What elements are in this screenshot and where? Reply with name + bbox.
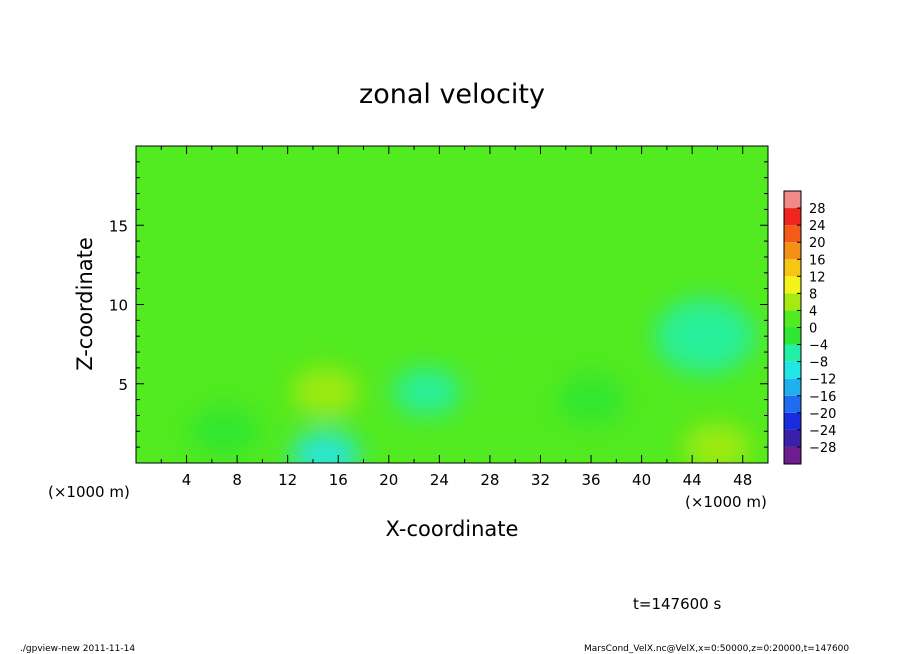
source-label: MarsCond_VelX.nc@VelX,x=0:50000,z=0:2000… [584, 644, 849, 654]
x-units-left: (×1000 m) [48, 483, 130, 501]
x-axis: 4 8 12 16 20 24 28 32 36 40 44 48 [160, 146, 752, 489]
y-axis: 5 10 15 [109, 161, 768, 448]
velocity-feature [683, 423, 752, 463]
y-tick-label: 15 [109, 217, 128, 235]
colorbar-swatch [784, 310, 801, 328]
plot-area [136, 146, 768, 463]
colorbar-swatch [784, 242, 801, 260]
x-tick-label: 28 [480, 471, 499, 489]
colorbar-label: 0 [809, 322, 817, 337]
colorbar-label: 12 [809, 270, 826, 285]
x-tick-label: 16 [329, 471, 348, 489]
colorbar-label: −8 [809, 356, 828, 371]
colorbar-label: 28 [809, 202, 826, 217]
x-units-right: (×1000 m) [685, 493, 767, 511]
colorbar-label: −12 [809, 373, 836, 388]
x-tick-label: 4 [182, 471, 192, 489]
colorbar-swatch [784, 361, 801, 379]
velocity-feature [190, 407, 259, 456]
y-axis-label: Z-coordinate [73, 237, 97, 371]
plot-background [136, 146, 768, 463]
colorbar-label: −28 [809, 441, 836, 456]
x-tick-label: 48 [733, 471, 752, 489]
colorbar-swatch [784, 429, 801, 447]
colorbar-label: −16 [809, 390, 836, 405]
colorbar-label: 20 [809, 236, 826, 251]
x-tick-label: 40 [632, 471, 651, 489]
x-tick-label: 36 [581, 471, 600, 489]
colorbar-swatch [784, 344, 801, 362]
colorbar-swatch [784, 259, 801, 277]
velocity-feature [557, 375, 626, 424]
x-tick-label: 12 [278, 471, 297, 489]
colorbar-label: −4 [809, 339, 828, 354]
x-tick-label: 32 [531, 471, 550, 489]
colorbar-swatch [784, 327, 801, 345]
colorbar-label: −20 [809, 407, 836, 422]
x-tick-label: 44 [683, 471, 702, 489]
colorbar-swatch [784, 208, 801, 226]
colorbar-swatch [784, 225, 801, 243]
velocity-feature [392, 367, 461, 416]
colorbar-swatch [784, 446, 801, 464]
colorbar: 28 24 20 16 12 8 4 0 −4 −8 −12 −16 −20 −24 −28 [783, 190, 836, 465]
colorbar-swatch [784, 412, 801, 430]
y-tick-label: 5 [118, 376, 128, 394]
colorbar-swatch [784, 191, 801, 209]
colorbar-label: −24 [809, 424, 836, 439]
colorbar-swatch [784, 293, 801, 311]
x-axis-label: X-coordinate [386, 517, 519, 541]
x-tick-label: 20 [379, 471, 398, 489]
program-label: ./gpview-new 2011-11-14 [20, 644, 135, 654]
time-label: t=147600 s [633, 595, 721, 613]
velocity-feature [291, 431, 360, 463]
colorbar-label: 8 [809, 287, 817, 302]
velocity-feature [291, 367, 360, 416]
velocity-feature [654, 298, 755, 375]
y-tick-label: 10 [109, 297, 128, 315]
x-tick-label: 8 [232, 471, 242, 489]
velocity-features [190, 298, 755, 463]
colorbar-swatch [784, 395, 801, 413]
colorbar-label: 24 [809, 219, 826, 234]
chart-title: zonal velocity [359, 79, 545, 110]
velocity-feature [481, 359, 550, 408]
colorbar-swatch [784, 276, 801, 294]
colorbar-label: 4 [809, 304, 817, 319]
colorbar-swatch [784, 378, 801, 396]
x-tick-label: 24 [430, 471, 449, 489]
colorbar-label: 16 [809, 253, 826, 268]
